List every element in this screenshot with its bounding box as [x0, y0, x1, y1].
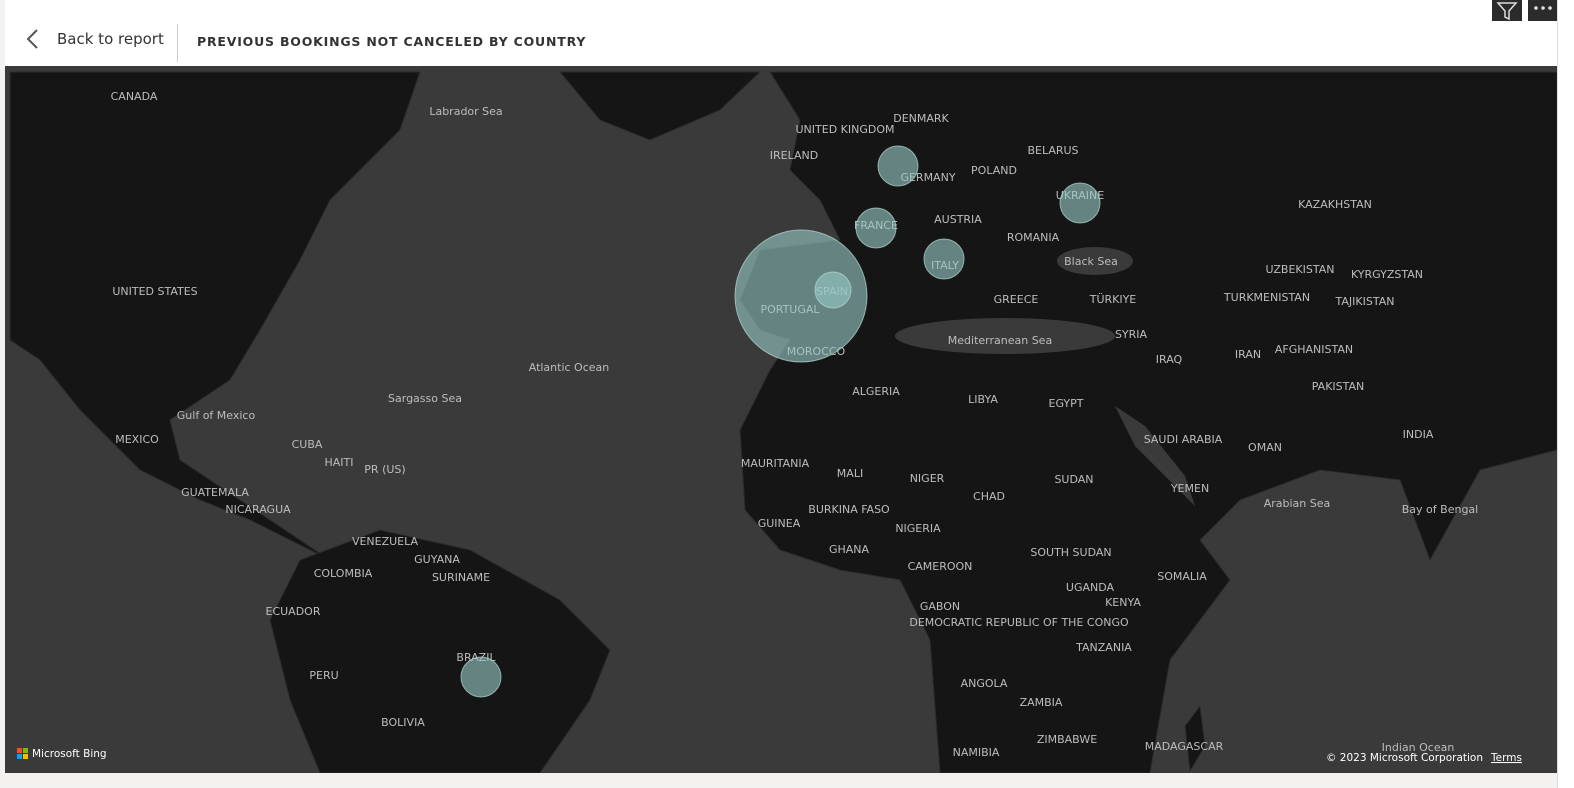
- map-label: SAUDI ARABIA: [1144, 433, 1223, 446]
- copyright: © 2023 Microsoft Corporation: [1326, 752, 1483, 764]
- map-label: ECUADOR: [266, 605, 321, 618]
- map-label: BELARUS: [1027, 144, 1078, 157]
- map-label: CHAD: [973, 490, 1005, 503]
- map-label: TANZANIA: [1075, 641, 1132, 654]
- map-label: KYRGYZSTAN: [1351, 268, 1423, 281]
- map-label: MEXICO: [115, 433, 159, 446]
- bubbles: [460, 145, 1101, 698]
- filter-icon[interactable]: [1492, 0, 1522, 21]
- map-label: ZAMBIA: [1020, 696, 1063, 709]
- map-label: CANADA: [111, 90, 158, 103]
- back-button[interactable]: Back to report: [25, 28, 164, 50]
- map-label: YEMEN: [1170, 482, 1209, 495]
- back-arrow: [26, 29, 38, 49]
- map-label: KENYA: [1105, 596, 1141, 609]
- map-label: IRAN: [1235, 348, 1261, 361]
- map-label: Indian Ocean: [1382, 741, 1455, 754]
- map-label: AUSTRIA: [934, 213, 982, 226]
- map-label: Atlantic Ocean: [529, 361, 610, 374]
- map-label: CUBA: [292, 438, 323, 451]
- map-label: GREECE: [994, 293, 1039, 306]
- provider: Microsoft Bing: [32, 748, 107, 760]
- bubble[interactable]: [814, 271, 852, 309]
- map-label: AFGHANISTAN: [1275, 343, 1353, 356]
- map-label: PAKISTAN: [1312, 380, 1365, 393]
- map-label: GABON: [920, 600, 960, 613]
- map-label: HAITI: [324, 456, 353, 469]
- map-label: ANGOLA: [961, 677, 1008, 690]
- header: Back to report PREVIOUS BOOKINGS NOT CAN…: [5, 0, 1557, 66]
- divider: [177, 24, 178, 62]
- bubble[interactable]: [460, 656, 502, 698]
- map-label: INDIA: [1403, 428, 1434, 441]
- inland-seas: [895, 247, 1195, 506]
- map-label: GUATEMALA: [181, 486, 249, 499]
- map-label: TAJIKISTAN: [1335, 295, 1395, 308]
- map-label: MALI: [837, 467, 863, 480]
- map[interactable]: CANADA UNITED STATES Labrador Sea UNITED KI…: [5, 66, 1557, 773]
- map-label: TURKMENISTAN: [1223, 291, 1310, 304]
- map-label: Black Sea: [1064, 255, 1118, 268]
- map-label: POLAND: [971, 164, 1017, 177]
- bubble[interactable]: [1059, 182, 1101, 224]
- map-label: EGYPT: [1049, 397, 1084, 410]
- bing-logo: Microsoft Bing: [17, 748, 107, 760]
- map-label: TÜRKIYE: [1089, 293, 1137, 306]
- map-label: GHANA: [829, 543, 870, 556]
- bubble[interactable]: [877, 145, 919, 187]
- map-label: SURINAME: [432, 571, 490, 584]
- map-label: MADAGASCAR: [1145, 740, 1224, 753]
- visual-title: PREVIOUS BOOKINGS NOT CANCELED BY COUNTR…: [197, 34, 587, 49]
- map-label: GUINEA: [758, 517, 801, 530]
- map-label: BURKINA FASO: [808, 503, 890, 516]
- bubble[interactable]: [855, 207, 897, 249]
- bubble[interactable]: [734, 229, 868, 363]
- map-label: Labrador Sea: [429, 105, 502, 118]
- map-label: PERU: [309, 669, 338, 682]
- map-label: BOLIVIA: [381, 716, 425, 729]
- map-label: UNITED KINGDOM: [796, 123, 895, 136]
- map-label: SUDAN: [1054, 473, 1093, 486]
- map-label: PR (US): [364, 463, 405, 476]
- map-label: OMAN: [1248, 441, 1282, 454]
- map-label: UGANDA: [1066, 581, 1115, 594]
- map-label: CAMEROON: [908, 560, 973, 573]
- map-label: SOMALIA: [1157, 570, 1207, 583]
- map-label: DENMARK: [893, 112, 949, 125]
- map-label: IRELAND: [770, 149, 818, 162]
- map-label: Gulf of Mexico: [177, 409, 256, 422]
- map-label: ROMANIA: [1007, 231, 1060, 244]
- map-label: SYRIA: [1115, 328, 1148, 341]
- back-label[interactable]: Back to report: [57, 30, 164, 48]
- more-options[interactable]: [1528, 0, 1558, 21]
- map-label: Bay of Bengal: [1402, 503, 1478, 516]
- map-label: ALGERIA: [852, 385, 900, 398]
- bubble[interactable]: [923, 238, 965, 280]
- map-label: IRAQ: [1156, 353, 1183, 366]
- map-label: MAURITANIA: [741, 457, 810, 470]
- map-label: SOUTH SUDAN: [1030, 546, 1111, 559]
- map-label: NIGER: [910, 472, 945, 485]
- map-label: Mediterranean Sea: [948, 334, 1052, 347]
- map-label: UZBEKISTAN: [1266, 263, 1335, 276]
- map-label: VENEZUELA: [352, 535, 419, 548]
- map-label: NICARAGUA: [225, 503, 291, 516]
- scrollbar: [1557, 0, 1574, 788]
- terms-link[interactable]: Terms: [1490, 752, 1522, 764]
- map-label: UNITED STATES: [112, 285, 197, 298]
- map-label: COLOMBIA: [314, 567, 373, 580]
- map-label: KAZAKHSTAN: [1298, 198, 1372, 211]
- map-label: LIBYA: [968, 393, 998, 406]
- toolbar: [1492, 0, 1558, 21]
- map-label: GUYANA: [414, 553, 460, 566]
- map-label: Sargasso Sea: [388, 392, 462, 405]
- map-label: NAMIBIA: [953, 746, 1000, 759]
- map-label: ZIMBABWE: [1037, 733, 1097, 746]
- map-label: Arabian Sea: [1264, 497, 1331, 510]
- map-label: DEMOCRATIC REPUBLIC OF THE CONGO: [909, 616, 1129, 629]
- map-label: NIGERIA: [895, 522, 941, 535]
